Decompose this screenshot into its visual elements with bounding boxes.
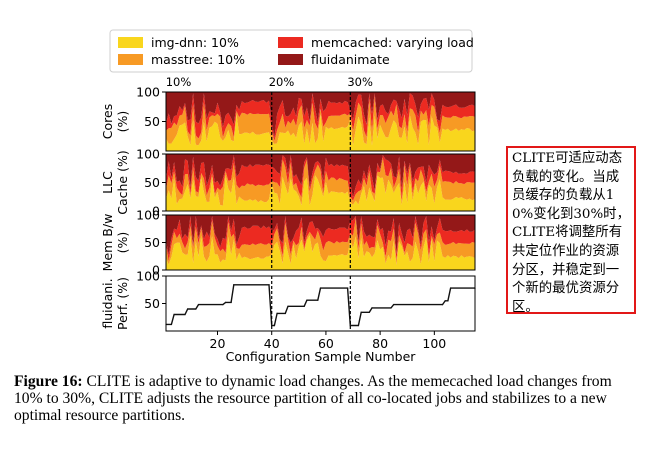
perf-point (319, 287, 322, 289)
caption-label: Figure 16: (14, 373, 83, 390)
legend-box (109, 29, 473, 73)
perf-point (447, 300, 449, 302)
perf-point (268, 284, 270, 286)
perf-point (276, 312, 278, 314)
perf-point (173, 313, 175, 316)
panel-frame (165, 275, 476, 332)
load-label: 30% (347, 75, 373, 89)
area-series-fluidanimate-panel-3 (166, 215, 475, 255)
perf-point (222, 304, 224, 306)
y-tick-label: 100 (136, 208, 160, 223)
perf-point (441, 304, 444, 306)
caption-text: CLITE is adaptive to dynamic load change… (14, 373, 612, 424)
y-tick-label: 50 (144, 296, 160, 311)
perf-point (271, 324, 273, 327)
perf-point (284, 312, 286, 314)
legend-swatch (278, 37, 303, 48)
legend-label: masstree: 10% (151, 52, 245, 67)
legend-swatch (118, 54, 143, 65)
perf-point (225, 301, 227, 303)
y-axis-label: fluidani. (100, 278, 115, 328)
area-series-img-dnn-panel-2 (166, 175, 475, 211)
x-tick-label: 40 (264, 336, 280, 351)
y-axis-label: Mem B/w (100, 214, 115, 272)
legend-swatch (278, 54, 303, 65)
perf-point (187, 308, 189, 310)
legend-label: fluidanimate (311, 52, 390, 67)
perf-point (287, 305, 289, 307)
note-text: CLITE可适应动态负载的变化。当成员缓存的负载从10%变化到30%时，CLIT… (512, 151, 630, 315)
perf-point (450, 287, 452, 289)
perf-point (230, 301, 232, 303)
perf-point (197, 304, 200, 306)
legend-label: img-dnn: 10% (151, 35, 239, 50)
perf-point (357, 324, 359, 327)
x-tick-label: 80 (372, 336, 388, 351)
area-series-img-dnn-panel-1 (166, 114, 475, 151)
annotation-note: CLITE可适应动态负载的变化。当成员缓存的负载从10%变化到30%时，CLIT… (506, 146, 636, 315)
x-tick-label: 60 (318, 336, 334, 351)
perf-point (317, 299, 319, 301)
perf-point (349, 324, 351, 327)
load-label: 10% (166, 75, 192, 89)
area-series-fluidanimate-panel-2 (166, 154, 475, 198)
area-series-memcached-panel-2 (166, 155, 475, 201)
perf-point (444, 300, 446, 302)
area-series-memcached-panel-3 (166, 216, 475, 261)
perf-point (347, 287, 349, 289)
area-series-masstree-panel-1 (166, 96, 475, 146)
y-tick-label: 100 (136, 269, 160, 284)
perf-line (166, 284, 475, 327)
x-tick-label: 20 (210, 336, 226, 351)
perf-point (273, 324, 275, 327)
y-axis-label: Perf. (%) (115, 277, 130, 330)
perf-point (368, 311, 370, 313)
y-tick-label: 50 (144, 235, 160, 250)
y-axis-label: Cache (%) (115, 150, 130, 214)
legend-swatch (118, 37, 143, 48)
perf-point (233, 284, 235, 286)
y-tick-label: 50 (144, 175, 160, 190)
area-series-fluidanimate-panel-1 (166, 92, 475, 138)
area-series-memcached-panel-1 (166, 93, 475, 142)
perf-point (170, 323, 172, 325)
y-tick-label: 100 (136, 85, 160, 100)
figure-caption: Figure 16: CLITE is adaptive to dynamic … (14, 373, 614, 424)
perf-point (184, 313, 186, 316)
y-tick-label: 50 (144, 114, 160, 129)
perf-point (393, 304, 395, 306)
perf-point (371, 307, 373, 309)
perf-point (303, 305, 305, 307)
y-axis-label: (%) (115, 232, 130, 254)
perf-point (360, 311, 362, 313)
perf-point (195, 308, 197, 310)
perf-point (390, 307, 392, 309)
x-axis-label: Configuration Sample Number (226, 349, 417, 364)
load-label: 20% (269, 75, 295, 89)
area-series-img-dnn-panel-3 (166, 235, 475, 270)
area-series-masstree-panel-3 (166, 218, 475, 265)
y-tick-label: 0 (152, 204, 160, 219)
y-axis-label: (%) (115, 111, 130, 133)
x-tick-label: 100 (422, 336, 446, 351)
y-tick-label: 0 (152, 263, 160, 278)
area-series-masstree-panel-2 (166, 157, 475, 206)
y-axis-label: Cores (100, 104, 115, 139)
y-tick-label: 100 (136, 147, 160, 162)
perf-point (306, 299, 308, 301)
legend-label: memcached: varying load (311, 35, 474, 50)
y-axis-label: LLC (100, 171, 115, 194)
